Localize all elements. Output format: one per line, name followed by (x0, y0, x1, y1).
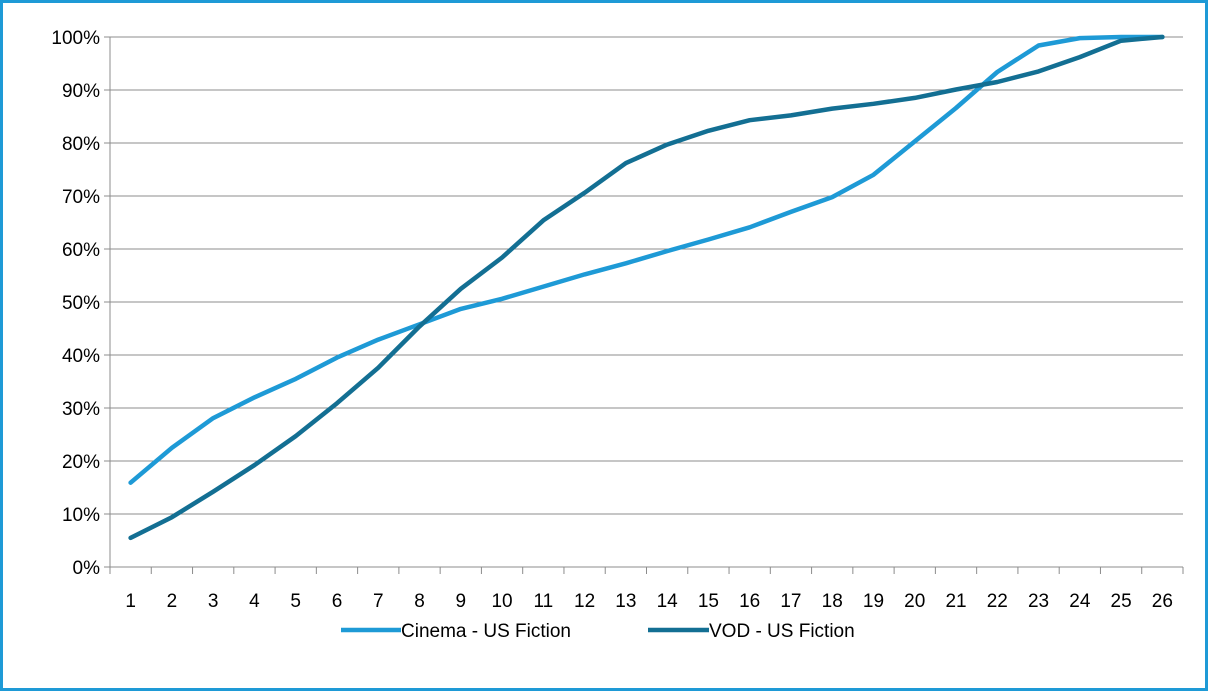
x-tick-label: 21 (945, 591, 966, 612)
data-point (129, 481, 133, 485)
data-point (954, 87, 958, 91)
x-tick-label: 17 (780, 591, 801, 612)
data-point (376, 338, 380, 342)
data-point (459, 287, 463, 291)
x-tick-label: 1 (125, 591, 136, 612)
data-point (995, 70, 999, 74)
data-point (830, 107, 834, 111)
data-point (335, 401, 339, 405)
data-point (748, 225, 752, 229)
data-point (294, 377, 298, 381)
line-chart: 0%10%20%30%40%50%60%70%80%90%100%1 2 3 4 5 6 7… (51, 28, 1184, 642)
series-1 (128, 34, 1165, 485)
data-point (583, 272, 587, 276)
y-tick-label: 80% (62, 134, 100, 155)
data-point (252, 463, 256, 467)
y-tick-label: 20% (62, 452, 100, 473)
data-point (418, 324, 422, 328)
data-point (294, 434, 298, 438)
legend: Cinema - US Fiction VOD - US Fiction (341, 621, 855, 642)
y-tick-label: 70% (62, 187, 100, 208)
y-tick-label: 60% (62, 240, 100, 261)
x-tick-label: 8 (414, 591, 425, 612)
x-tick-label: 11 (533, 591, 553, 612)
data-point (624, 261, 628, 265)
y-tick-label: 10% (62, 505, 100, 526)
data-point (706, 129, 710, 133)
x-tick-label: 2 (167, 591, 178, 612)
data-point (871, 102, 875, 106)
x-tick-label: 16 (739, 591, 760, 612)
data-point (665, 143, 669, 147)
data-point (500, 255, 504, 259)
data-point (170, 446, 174, 450)
data-point (789, 210, 793, 214)
x-tick-label: 20 (904, 591, 925, 612)
x-tick-label: 10 (491, 591, 512, 612)
data-point (1078, 55, 1082, 59)
data-point (129, 536, 133, 540)
legend-label: Cinema - US Fiction (401, 621, 571, 642)
x-tick-label: 5 (290, 591, 301, 612)
series-lines (128, 34, 1165, 541)
data-point (459, 307, 463, 311)
x-tick-label: 14 (657, 591, 679, 612)
x-tick-label: 26 (1152, 591, 1173, 612)
data-point (913, 139, 917, 143)
data-point (376, 366, 380, 370)
data-point (170, 515, 174, 519)
x-tick-label: 7 (373, 591, 384, 612)
data-point (541, 285, 545, 289)
data-point (211, 416, 215, 420)
y-tick-label: 90% (62, 81, 100, 102)
y-tick-label: 40% (62, 346, 100, 367)
data-point (748, 118, 752, 122)
x-tick-label: 22 (987, 591, 1008, 612)
data-point (789, 113, 793, 117)
x-tick-label: 9 (455, 591, 466, 612)
series-line (128, 34, 1165, 541)
data-point (541, 218, 545, 222)
x-tick-label: 23 (1028, 591, 1049, 612)
series-line (128, 34, 1165, 485)
y-tick-label: 0% (73, 558, 101, 579)
x-tick-label: 4 (249, 591, 260, 612)
data-point (500, 297, 504, 301)
x-tick-label: 6 (332, 591, 343, 612)
x-tick-label: 19 (863, 591, 884, 612)
legend-label: VOD - US Fiction (709, 621, 855, 642)
x-tick-label: 3 (208, 591, 219, 612)
axes: 0%10%20%30%40%50%60%70%80%90%100%1 2 3 4 5 6 7… (51, 28, 1184, 612)
y-tick-label: 100% (51, 28, 100, 49)
data-point (954, 106, 958, 110)
x-tick-label: 15 (698, 591, 719, 612)
x-tick-label: 13 (615, 591, 636, 612)
data-point (871, 173, 875, 177)
data-point (830, 195, 834, 199)
data-point (1119, 39, 1123, 43)
data-point (995, 80, 999, 84)
x-tick-label: 25 (1111, 591, 1132, 612)
data-point (706, 237, 710, 241)
data-point (583, 191, 587, 195)
x-tick-label: 18 (822, 591, 843, 612)
data-point (211, 490, 215, 494)
x-tick-label: 24 (1069, 591, 1091, 612)
data-point (1037, 43, 1041, 47)
series-2 (128, 34, 1165, 541)
y-tick-label: 50% (62, 293, 100, 314)
data-point (624, 161, 628, 165)
data-point (913, 96, 917, 100)
gridlines (104, 36, 1183, 568)
data-point (252, 395, 256, 399)
data-point (335, 356, 339, 360)
data-point (665, 249, 669, 253)
y-tick-label: 30% (62, 399, 100, 420)
data-point (1078, 36, 1082, 40)
data-point (1160, 35, 1164, 39)
data-point (1037, 69, 1041, 73)
x-tick-label: 12 (574, 591, 595, 612)
